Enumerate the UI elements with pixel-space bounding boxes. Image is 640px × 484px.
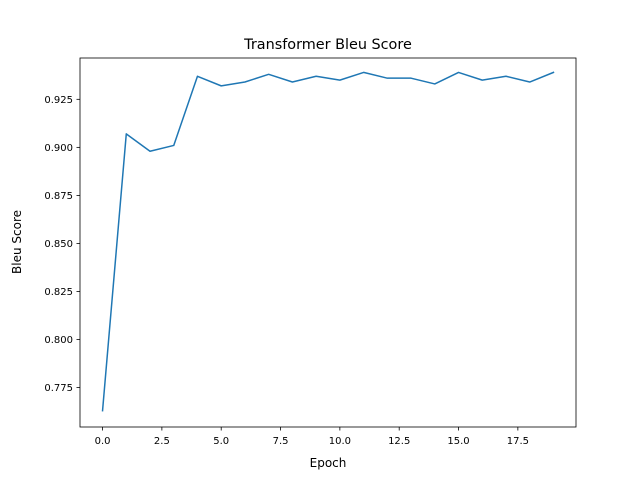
y-tick-label: 0.875 [44, 191, 73, 202]
data-point [434, 83, 436, 85]
data-point [529, 81, 531, 83]
data-point [197, 76, 199, 78]
data-point [220, 85, 222, 87]
x-tick-label: 17.5 [507, 436, 529, 447]
data-point [410, 77, 412, 79]
y-tick-label: 0.825 [44, 287, 73, 298]
x-tick-label: 0.0 [95, 436, 111, 447]
data-point [149, 150, 151, 152]
x-axis-label: Epoch [310, 456, 347, 470]
data-point [387, 77, 389, 79]
data-point [553, 72, 555, 74]
data-point [244, 81, 246, 83]
data-point [315, 76, 317, 78]
data-point [458, 72, 460, 74]
axes: 0.0 2.5 5.0 7.5 10.0 12.5 15.0 17.5 0.775 0.800 0.… [44, 57, 577, 447]
chart-title: Transformer Bleu Score [243, 37, 412, 53]
axes-frame [79, 57, 577, 428]
y-tick-label: 0.800 [44, 335, 73, 346]
x-tick-label: 5.0 [213, 436, 229, 447]
data-point [173, 145, 175, 147]
y-tick-label: 0.925 [44, 95, 73, 106]
y-axis-label: Bleu Score [10, 210, 24, 274]
data-point [482, 79, 484, 81]
y-tick-label: 0.900 [44, 143, 73, 154]
x-tick-label: 10.0 [329, 436, 351, 447]
x-tick-label: 15.0 [447, 436, 469, 447]
x-tick-label: 12.5 [388, 436, 410, 447]
y-tick-label: 0.850 [44, 239, 73, 250]
data-point [102, 410, 104, 412]
data-point [339, 79, 341, 81]
series-line [101, 71, 555, 412]
plot-area [101, 71, 555, 412]
data-point [363, 72, 365, 74]
x-tick-label: 2.5 [154, 436, 170, 447]
x-tick-label: 7.5 [273, 436, 289, 447]
data-point [268, 74, 270, 76]
data-point [505, 76, 507, 78]
data-point [292, 81, 294, 83]
y-tick-label: 0.775 [44, 383, 73, 394]
data-point [126, 133, 128, 135]
